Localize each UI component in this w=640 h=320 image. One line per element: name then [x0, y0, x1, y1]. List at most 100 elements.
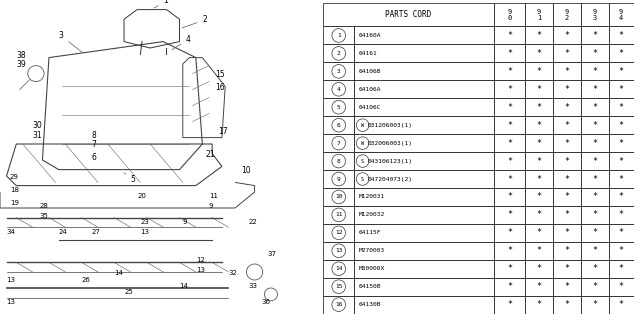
- Text: 10: 10: [241, 166, 251, 175]
- Text: 3: 3: [337, 69, 340, 74]
- Text: 37: 37: [268, 251, 276, 257]
- Text: *: *: [507, 282, 512, 291]
- Text: 9
4: 9 4: [619, 9, 623, 20]
- Text: 2: 2: [337, 51, 340, 56]
- Text: 64106A: 64106A: [359, 87, 381, 92]
- Bar: [609, 116, 634, 134]
- Text: 9
2: 9 2: [564, 9, 569, 20]
- Bar: [581, 116, 609, 134]
- Text: M120031: M120031: [359, 195, 385, 199]
- Text: *: *: [536, 31, 541, 40]
- Text: 1: 1: [337, 33, 340, 38]
- Text: 30: 30: [33, 121, 42, 130]
- Text: 64130B: 64130B: [359, 302, 381, 307]
- Bar: [609, 242, 634, 260]
- Text: *: *: [507, 139, 512, 148]
- Text: 16: 16: [335, 302, 342, 307]
- Bar: [581, 206, 609, 224]
- Text: 11: 11: [209, 193, 218, 199]
- Bar: [323, 170, 355, 188]
- Text: *: *: [564, 192, 570, 202]
- Bar: [581, 98, 609, 116]
- Text: 19: 19: [10, 200, 19, 206]
- Text: *: *: [619, 156, 624, 165]
- Text: *: *: [592, 228, 597, 237]
- Text: M120032: M120032: [359, 212, 385, 217]
- Bar: [525, 98, 553, 116]
- Text: *: *: [564, 139, 570, 148]
- Bar: [581, 188, 609, 206]
- Bar: [581, 170, 609, 188]
- Text: *: *: [619, 85, 624, 94]
- Bar: [553, 44, 581, 62]
- Bar: [494, 170, 525, 188]
- Bar: [553, 116, 581, 134]
- Text: 13: 13: [140, 228, 149, 235]
- Text: *: *: [592, 85, 597, 94]
- Text: *: *: [619, 103, 624, 112]
- Text: *: *: [592, 49, 597, 58]
- Text: 26: 26: [82, 276, 90, 283]
- Text: *: *: [592, 103, 597, 112]
- Bar: [609, 80, 634, 98]
- Bar: [355, 188, 494, 206]
- Text: 24: 24: [59, 228, 67, 235]
- Text: *: *: [619, 31, 624, 40]
- Bar: [553, 62, 581, 80]
- Bar: [553, 134, 581, 152]
- Bar: [494, 27, 525, 44]
- Text: 36: 36: [261, 299, 270, 305]
- Text: 64150B: 64150B: [359, 284, 381, 289]
- Bar: [323, 44, 355, 62]
- Bar: [525, 170, 553, 188]
- Text: *: *: [536, 67, 541, 76]
- Text: W: W: [361, 123, 364, 128]
- Bar: [323, 62, 355, 80]
- Bar: [581, 242, 609, 260]
- Text: *: *: [507, 264, 512, 273]
- Bar: [355, 62, 494, 80]
- Text: 9: 9: [209, 203, 213, 209]
- Bar: [525, 134, 553, 152]
- Bar: [355, 152, 494, 170]
- Text: *: *: [507, 67, 512, 76]
- Text: *: *: [564, 282, 570, 291]
- Text: *: *: [536, 282, 541, 291]
- Text: 4: 4: [337, 87, 340, 92]
- Text: *: *: [619, 282, 624, 291]
- Text: W: W: [361, 140, 364, 146]
- Text: *: *: [564, 300, 570, 309]
- Bar: [355, 260, 494, 278]
- Bar: [609, 224, 634, 242]
- Text: *: *: [619, 49, 624, 58]
- Text: *: *: [592, 139, 597, 148]
- Text: 5: 5: [337, 105, 340, 110]
- Text: 64115F: 64115F: [359, 230, 381, 235]
- Bar: [609, 27, 634, 44]
- Text: *: *: [619, 264, 624, 273]
- Text: *: *: [592, 246, 597, 255]
- Bar: [581, 224, 609, 242]
- Text: 22: 22: [248, 219, 257, 225]
- Bar: [609, 260, 634, 278]
- Bar: [525, 3, 553, 27]
- Bar: [553, 206, 581, 224]
- Bar: [355, 27, 494, 44]
- Text: *: *: [507, 31, 512, 40]
- Text: 31: 31: [33, 131, 42, 140]
- Bar: [525, 296, 553, 314]
- Text: 2: 2: [182, 15, 207, 28]
- Text: 5: 5: [124, 173, 136, 184]
- Text: *: *: [536, 264, 541, 273]
- Text: 14: 14: [114, 270, 123, 276]
- Text: 35: 35: [39, 212, 48, 219]
- Bar: [553, 224, 581, 242]
- Text: 64160A: 64160A: [359, 33, 381, 38]
- Bar: [581, 3, 609, 27]
- Text: 047204073(2): 047204073(2): [367, 177, 413, 181]
- Text: 13: 13: [6, 276, 15, 283]
- Bar: [581, 152, 609, 170]
- Text: 21: 21: [205, 150, 215, 159]
- Text: 29: 29: [10, 174, 19, 180]
- Bar: [525, 116, 553, 134]
